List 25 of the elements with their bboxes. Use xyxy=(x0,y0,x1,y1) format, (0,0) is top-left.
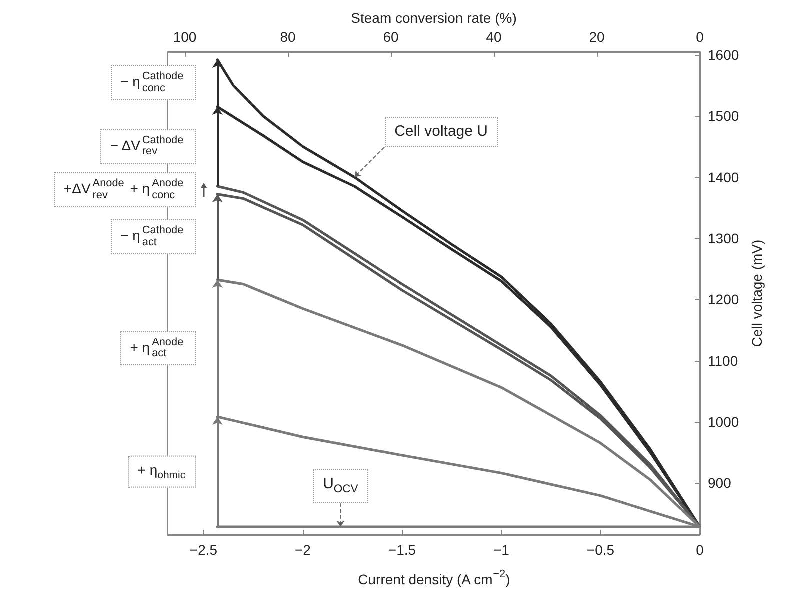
x2-tick-label: 40 xyxy=(486,29,502,45)
annotation: + η$_{ohmic}$ xyxy=(138,462,186,482)
x-tick-label: −0.5 xyxy=(586,542,615,558)
y-axis-title: Cell voltage (mV) xyxy=(749,240,766,348)
y-tick-label: 1100 xyxy=(708,352,738,369)
x-tick-label: −1.5 xyxy=(388,542,416,558)
x-tick-label: −2.5 xyxy=(190,542,218,558)
annotation: Cell voltage U xyxy=(394,123,488,140)
x2-axis-title: Steam conversion rate (%) xyxy=(351,10,517,26)
y-tick-label: 1400 xyxy=(708,169,740,186)
annotation: U$_{OCV}$ xyxy=(323,476,358,496)
x-tick-label: −1 xyxy=(494,542,510,558)
x2-tick-label: 80 xyxy=(280,29,296,45)
x2-tick-label: 0 xyxy=(696,29,704,45)
x2-tick-label: 60 xyxy=(383,29,399,45)
y-tick-label: 1000 xyxy=(708,414,740,430)
y-tick-label: 1200 xyxy=(708,292,740,308)
y-tick-label: 1500 xyxy=(708,108,740,124)
x2-tick-label: 20 xyxy=(589,29,605,45)
y-tick-label: 1600 xyxy=(708,47,740,64)
x-tick-label: 0 xyxy=(696,542,704,558)
y-tick-label: 1300 xyxy=(708,230,740,246)
x2-tick-label: 100 xyxy=(173,29,197,45)
y-tick-label: 900 xyxy=(708,475,732,492)
x-tick-label: −2 xyxy=(295,542,312,558)
